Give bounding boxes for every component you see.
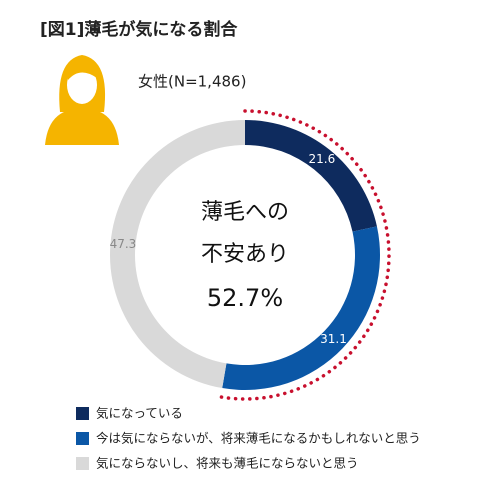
center-text: 薄毛への bbox=[201, 200, 289, 225]
legend-swatch bbox=[76, 407, 89, 420]
value-label: 47.3 bbox=[110, 237, 137, 251]
value-label: 21.6 bbox=[309, 152, 336, 166]
legend-swatch bbox=[76, 457, 89, 470]
donut-segment bbox=[245, 120, 377, 232]
person-icon bbox=[45, 55, 119, 145]
center-value: 52.7% bbox=[207, 284, 283, 312]
subtitle: 女性(N=1,486) bbox=[138, 73, 246, 91]
value-label: 31.1 bbox=[320, 332, 347, 346]
highlight-arc bbox=[218, 109, 391, 401]
center-text: 不安あり bbox=[201, 242, 289, 267]
legend-label: 気になっている bbox=[96, 406, 183, 421]
donut-segment bbox=[222, 226, 380, 390]
legend-swatch bbox=[76, 432, 89, 445]
legend-label: 今は気にならないが、将来薄毛になるかもしれないと思う bbox=[96, 431, 421, 446]
chart-title: [図1]薄毛が気になる割合 bbox=[40, 19, 238, 40]
legend-label: 気にならないし、将来も薄毛にならないと思う bbox=[96, 456, 359, 471]
donut-segment bbox=[109, 120, 245, 389]
